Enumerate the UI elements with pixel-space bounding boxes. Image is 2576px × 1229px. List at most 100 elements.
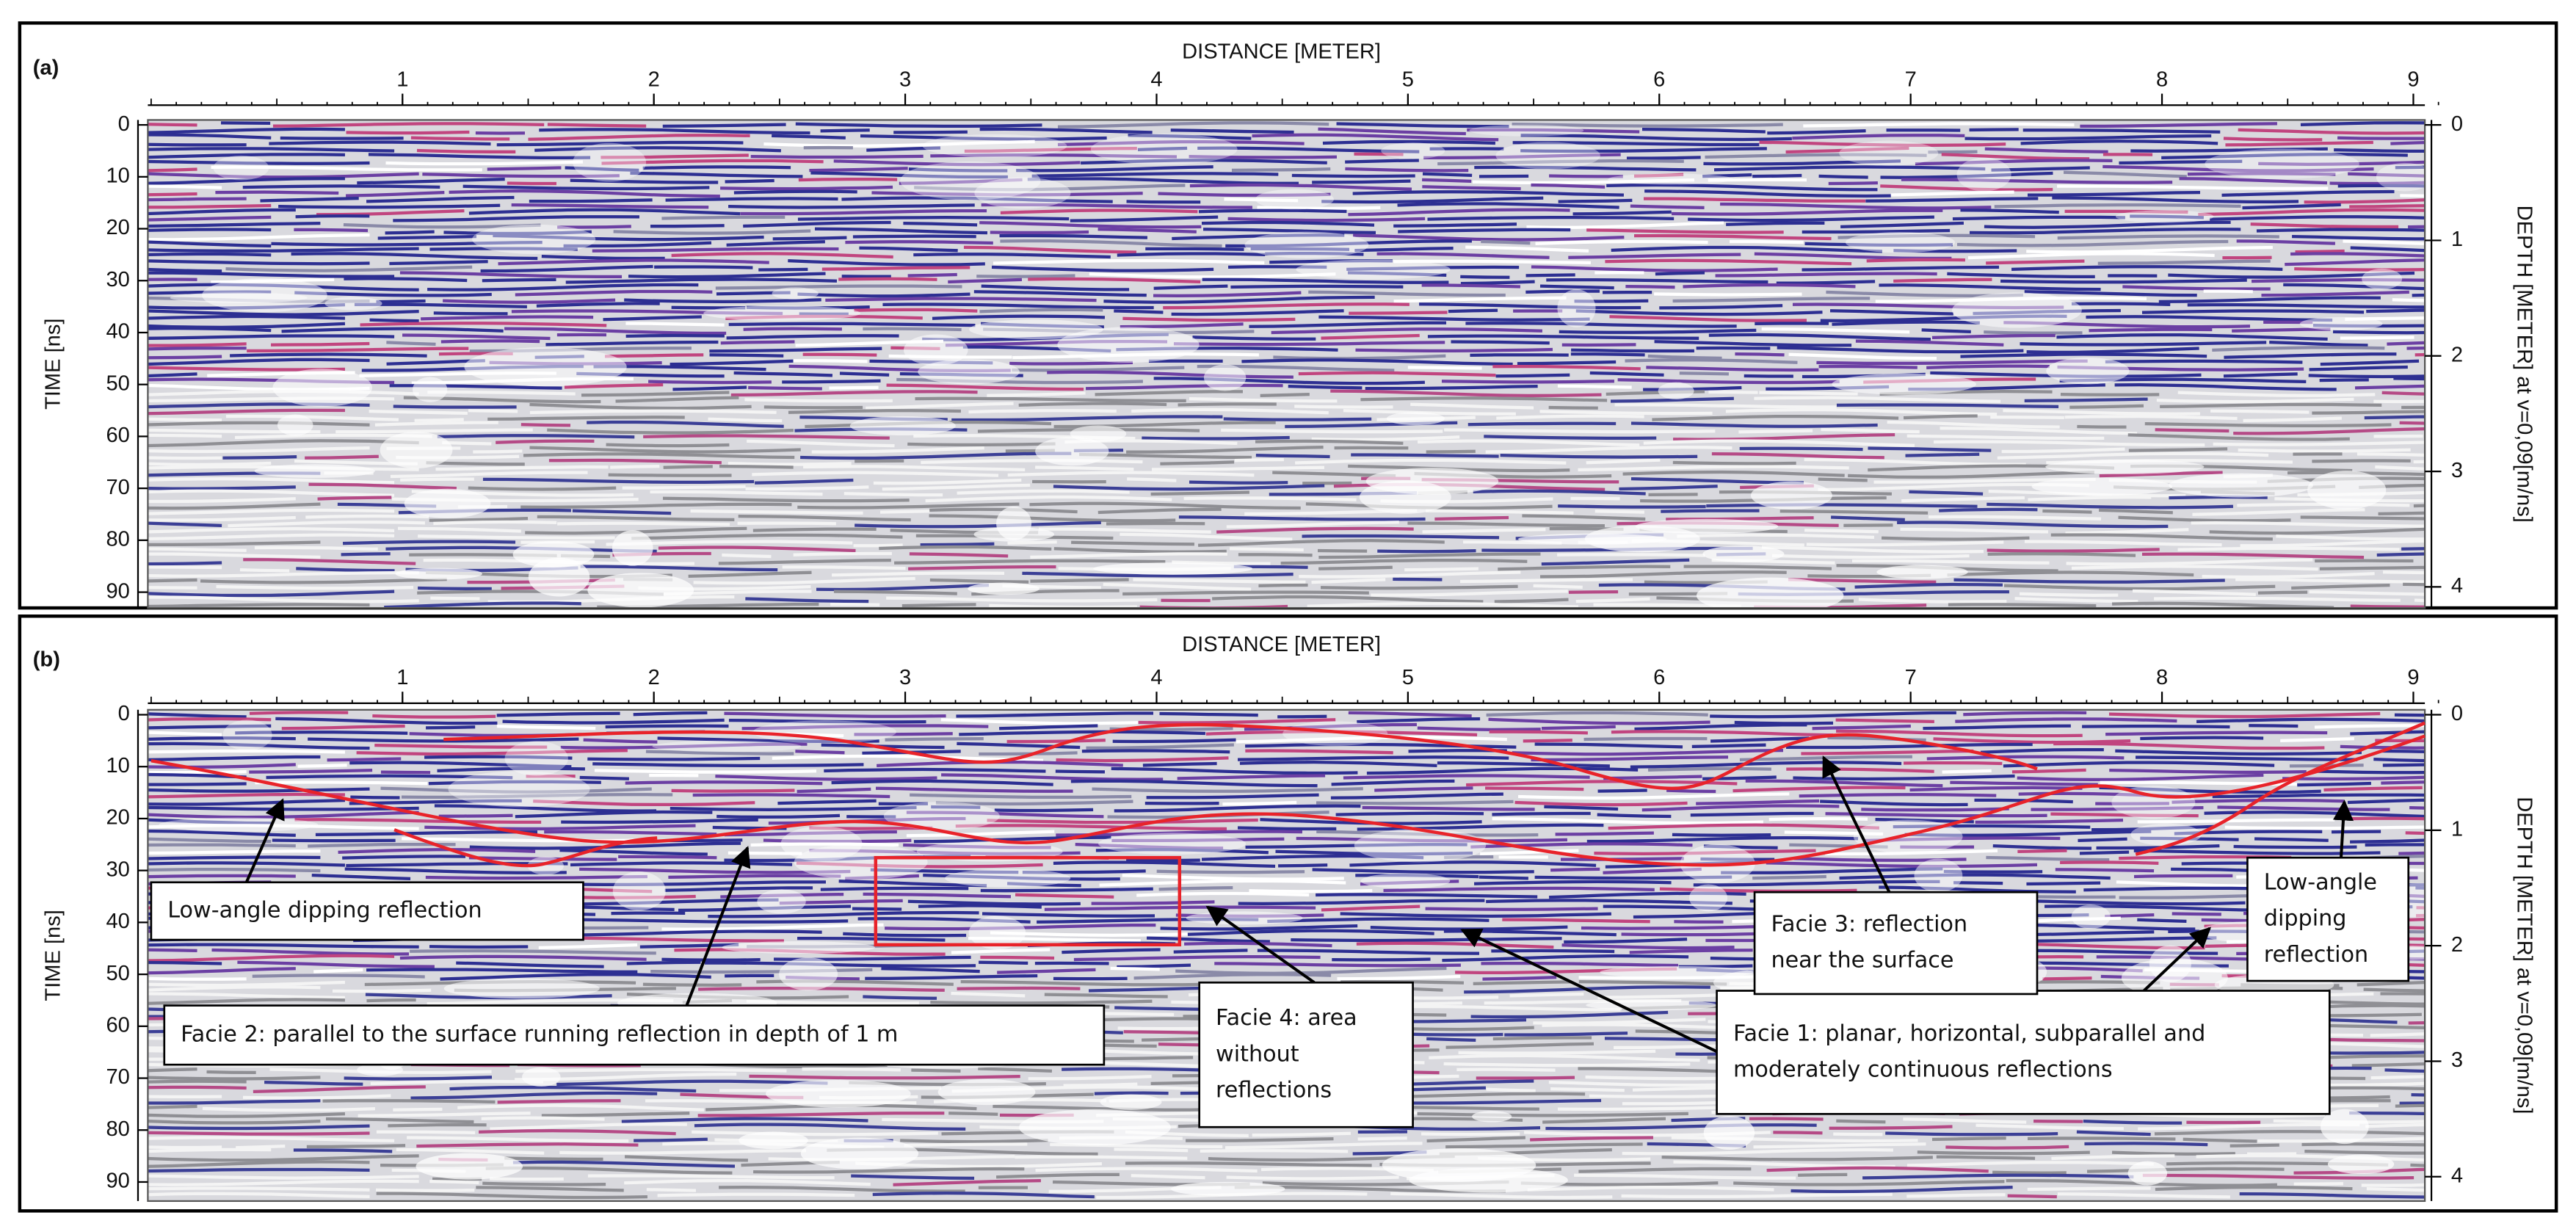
reflection-trace <box>1933 440 2205 447</box>
reflection-trace <box>515 1067 787 1073</box>
reflection-trace <box>148 1154 419 1162</box>
reflection-trace <box>904 1142 1028 1148</box>
reflection-trace <box>1201 220 1375 227</box>
reflection-trace <box>809 826 933 830</box>
reflection-trace <box>650 490 823 496</box>
reflection-trace <box>820 128 870 133</box>
reflection-gap <box>443 978 600 999</box>
reflection-trace <box>1267 917 1490 924</box>
reflection-trace <box>1103 295 1375 304</box>
reflection-gap <box>974 177 1071 209</box>
reflection-trace <box>1099 879 1346 887</box>
reflection-trace <box>1557 553 1705 557</box>
y-tick-label: 40 <box>106 320 129 344</box>
reflection-trace <box>758 267 808 272</box>
reflection-trace <box>982 912 1155 918</box>
reflection-trace <box>2212 346 2385 352</box>
reflection-trace <box>1159 711 1258 717</box>
reflection-trace <box>1250 247 1350 251</box>
reflection-trace <box>1881 536 2030 541</box>
reflection-trace <box>1987 502 2234 510</box>
reflection-trace <box>2323 786 2423 792</box>
reflection-trace <box>1945 1145 2069 1150</box>
reflection-trace <box>1028 277 1201 283</box>
reflection-trace <box>305 514 429 519</box>
reflection-trace <box>957 742 1081 750</box>
reflection-trace <box>1539 410 1713 416</box>
reflection-trace <box>529 446 801 454</box>
reflection-trace <box>1173 949 1248 954</box>
reflection-trace <box>1376 252 1550 259</box>
reflection-trace <box>148 456 222 460</box>
reflection-trace <box>272 838 396 843</box>
reflection-gap <box>1255 189 1335 210</box>
reflection-gap <box>1658 382 1694 400</box>
reflection-trace <box>1829 1125 1953 1130</box>
reflection-trace <box>1419 302 1641 310</box>
reflection-trace <box>1492 817 1763 825</box>
reflection-trace <box>1201 854 1424 861</box>
reflection-trace <box>327 757 402 762</box>
reflection-trace <box>1114 804 1361 813</box>
reflection-trace <box>148 228 272 232</box>
reflection-gap <box>2376 162 2426 192</box>
reflection-trace <box>715 284 962 290</box>
reflection-trace <box>356 749 628 756</box>
reflection-trace <box>1721 867 1943 874</box>
x-tick-label: 2 <box>648 68 660 91</box>
reflection-gap <box>213 155 269 181</box>
reflection-trace <box>1572 210 1672 216</box>
reflection-trace <box>2003 409 2200 416</box>
y-tick-label: 80 <box>106 1117 129 1141</box>
reflection-trace <box>148 829 296 837</box>
reflection-trace <box>1942 769 1992 774</box>
reflection-trace <box>281 327 504 333</box>
reflection-trace <box>1851 559 2050 565</box>
reflection-trace <box>803 465 1026 471</box>
reflection-trace <box>410 136 510 141</box>
reflection-trace <box>266 774 513 780</box>
reflection-gap <box>528 557 590 597</box>
annotation-text: without <box>1216 1041 1299 1067</box>
reflection-trace <box>1948 603 2097 608</box>
annotation-text: Facie 3: reflection <box>1771 911 1967 937</box>
reflection-trace <box>690 509 863 515</box>
reflection-trace <box>374 744 548 749</box>
reflection-trace <box>2283 283 2426 291</box>
reflection-trace <box>1349 311 1448 315</box>
reflection-trace <box>148 502 321 510</box>
reflection-trace <box>487 166 562 171</box>
reflection-trace <box>603 315 702 322</box>
reflection-trace <box>2300 121 2426 127</box>
reflection-trace <box>576 918 849 924</box>
reflection-trace <box>709 347 882 353</box>
reflection-trace <box>2056 333 2328 341</box>
reflection-trace <box>744 398 893 403</box>
reflection-trace <box>1120 532 1293 541</box>
y-axis-title: TIME [ns] <box>42 910 65 1001</box>
reflection-gap <box>2111 786 2196 819</box>
reflection-trace <box>1526 221 1724 229</box>
reflection-trace <box>2347 798 2426 805</box>
reflection-gap <box>794 844 928 880</box>
reflection-trace <box>1362 805 1535 811</box>
reflection-trace <box>1142 761 1217 767</box>
reflection-trace <box>148 203 272 209</box>
reflection-gap <box>2327 1154 2395 1175</box>
reflection-trace <box>906 830 1055 838</box>
reflection-trace <box>948 1112 998 1116</box>
reflection-trace <box>1715 272 1937 278</box>
reflection-trace <box>1725 408 1998 416</box>
reflection-trace <box>1887 420 2060 429</box>
reflection-trace <box>2359 483 2426 490</box>
reflection-trace <box>1252 1131 1352 1137</box>
reflection-trace <box>601 159 824 165</box>
reflection-trace <box>468 409 518 413</box>
reflection-trace <box>2350 838 2426 844</box>
reflection-trace <box>148 547 247 552</box>
reflection-trace <box>621 1117 868 1123</box>
annotation-box <box>1716 990 2331 1115</box>
reflection-trace <box>1189 154 1337 159</box>
reflection-trace <box>1992 844 2092 850</box>
reflection-trace <box>885 737 984 742</box>
